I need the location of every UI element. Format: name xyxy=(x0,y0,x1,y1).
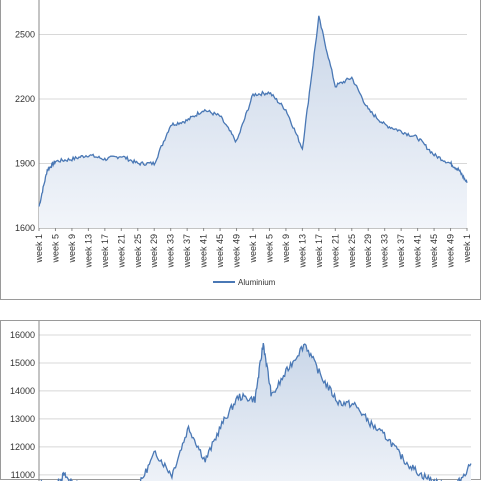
x-tick-label: week 37 xyxy=(396,234,406,269)
second-chart-panel: 11000 12000 13000 14000 15000 16000 xyxy=(0,320,481,481)
x-tick-label: week 21 xyxy=(116,234,126,269)
legend-label: Aluminium xyxy=(238,278,276,287)
aluminium-chart-panel: 1600 1900 2200 2500 week 1 week 5 week 9 week 1… xyxy=(0,0,481,300)
x-tick-label: week 25 xyxy=(133,234,143,269)
x-tick-label: week 41 xyxy=(199,234,209,269)
aluminium-price-chart: 1600 1900 2200 2500 week 1 week 5 week 9 week 1… xyxy=(15,0,472,287)
x-tick-label: week 33 xyxy=(166,234,176,269)
x-tick-label: week 1 xyxy=(462,234,472,264)
y-tick-label: 12000 xyxy=(10,442,35,452)
x-tick-label: week 5 xyxy=(50,234,60,264)
x-tick-label: week 49 xyxy=(446,234,456,269)
series-line xyxy=(40,342,472,481)
y-tick-label: 2500 xyxy=(15,30,35,40)
x-tick-label: week 9 xyxy=(67,234,77,264)
x-tick-label: week 29 xyxy=(149,234,159,269)
x-tick-label: week 41 xyxy=(413,234,423,269)
y-tick-label: 16000 xyxy=(10,330,35,340)
x-tick-label: week 1 xyxy=(34,234,44,264)
x-tick-label: week 17 xyxy=(100,234,110,269)
x-tick-label: week 1 xyxy=(248,234,258,264)
x-tick-label: week 9 xyxy=(281,234,291,264)
x-tick-label: week 37 xyxy=(182,234,192,269)
y-tick-label: 15000 xyxy=(10,358,35,368)
x-tick-label: week 33 xyxy=(380,234,390,269)
series-area xyxy=(39,15,467,228)
series-line xyxy=(38,15,468,207)
x-tick-label: week 17 xyxy=(314,234,324,269)
series-area xyxy=(41,343,471,481)
y-tick-label: 2200 xyxy=(15,94,35,104)
x-tick-label: week 45 xyxy=(429,234,439,269)
x-tick-label: week 21 xyxy=(330,234,340,269)
x-tick-label: week 13 xyxy=(297,234,307,269)
x-tick-label: week 29 xyxy=(363,234,373,269)
x-tick-label: week 45 xyxy=(215,234,225,269)
x-tick-label: week 25 xyxy=(347,234,357,269)
y-tick-label: 1600 xyxy=(15,223,35,233)
x-tick-label: week 5 xyxy=(264,234,274,264)
y-tick-label: 13000 xyxy=(10,414,35,424)
y-tick-label: 1900 xyxy=(15,159,35,169)
x-tick-label: week 49 xyxy=(232,234,242,269)
y-tick-label: 14000 xyxy=(10,386,35,396)
x-tick-label: week 13 xyxy=(83,234,93,269)
